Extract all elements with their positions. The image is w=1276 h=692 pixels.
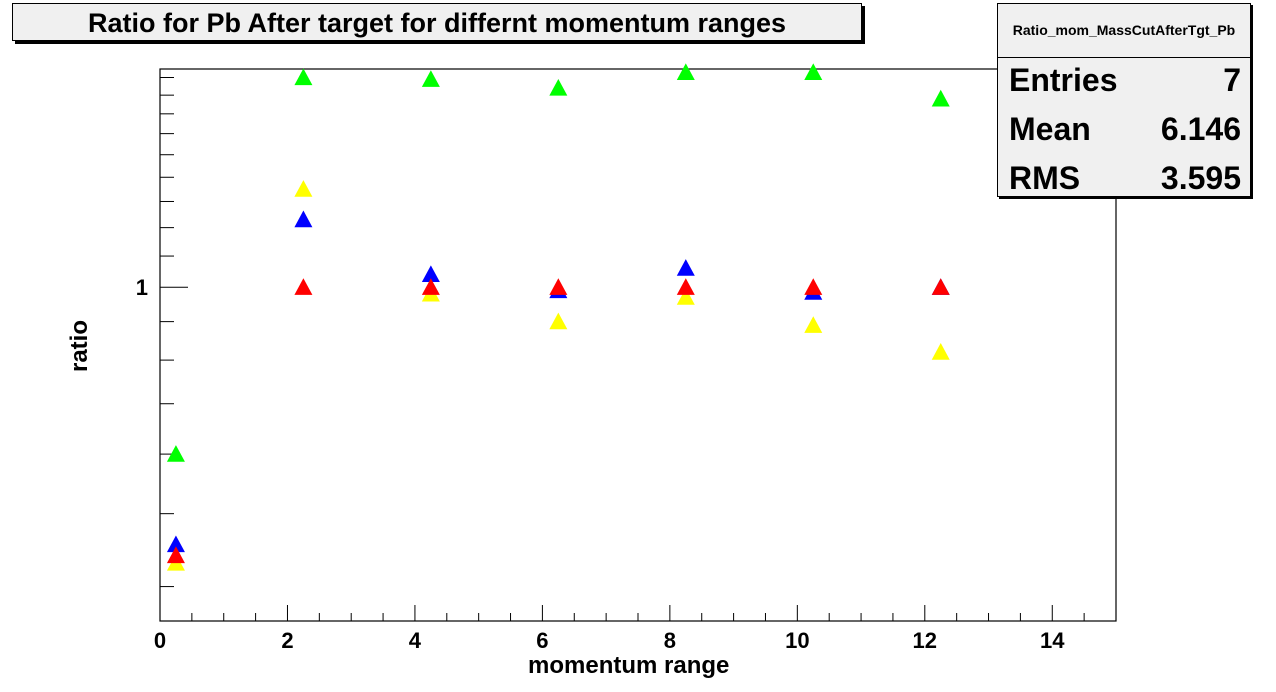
data-point-series-2 (676, 288, 695, 305)
stats-row-mean: Mean 6.146 (1009, 105, 1241, 153)
data-markers (166, 63, 950, 571)
x-tick-label: 14 (1040, 628, 1065, 653)
stats-histogram-name: Ratio_mom_MassCutAfterTgt_Pb (998, 4, 1250, 58)
data-point-series-3 (676, 259, 695, 276)
x-tick-label: 12 (913, 628, 937, 653)
data-point-series-1 (294, 68, 313, 86)
x-axis-title: momentum range (528, 652, 730, 679)
data-point-series-3 (166, 535, 185, 553)
data-point-series-4 (421, 278, 440, 295)
x-tick-label: 2 (281, 628, 293, 653)
data-point-series-4 (294, 278, 313, 295)
chart-title-box: Ratio for Pb After target for differnt m… (12, 3, 862, 41)
y-axis-title: ratio (66, 319, 93, 373)
stats-rms-value: 3.595 (1160, 160, 1241, 196)
stats-entries-value: 7 (1223, 62, 1241, 98)
data-point-series-4 (676, 278, 695, 295)
data-point-series-2 (931, 343, 950, 360)
y-tick-label: 1 (136, 275, 148, 300)
x-tick-label: 10 (785, 628, 809, 653)
data-point-series-1 (421, 70, 440, 87)
stats-row-entries: Entries 7 (1009, 56, 1241, 104)
chart-title: Ratio for Pb After target for differnt m… (87, 8, 787, 38)
data-point-series-1 (676, 63, 695, 81)
x-tick-label: 0 (154, 628, 166, 653)
data-point-series-4 (166, 546, 185, 564)
x-tick-label: 8 (664, 628, 676, 653)
data-point-series-1 (166, 445, 185, 462)
stats-box: Ratio_mom_MassCutAfterTgt_Pb Entries 7 M… (997, 3, 1251, 197)
data-point-series-1 (549, 78, 568, 96)
axes: 0 2 4 6 8 10 12 14 1 (136, 76, 1117, 653)
data-point-series-1 (804, 63, 823, 81)
data-point-series-2 (294, 180, 313, 197)
x-tick-label: 6 (536, 628, 548, 653)
stats-rms-label: RMS (1009, 160, 1081, 196)
stats-row-rms: RMS 3.595 (1009, 154, 1241, 202)
data-point-series-4 (931, 278, 950, 295)
data-point-series-1 (931, 89, 950, 107)
data-point-series-4 (549, 278, 568, 295)
data-point-series-3 (294, 210, 313, 228)
stats-entries-label: Entries (1009, 62, 1118, 98)
x-tick-label: 4 (409, 628, 422, 653)
data-point-series-4 (804, 278, 823, 295)
data-point-series-3 (421, 265, 440, 283)
plot-frame (159, 68, 1117, 622)
data-point-series-2 (549, 312, 568, 330)
data-point-series-2 (804, 316, 823, 333)
stats-mean-value: 6.146 (1160, 111, 1241, 147)
stats-mean-label: Mean (1009, 111, 1091, 147)
